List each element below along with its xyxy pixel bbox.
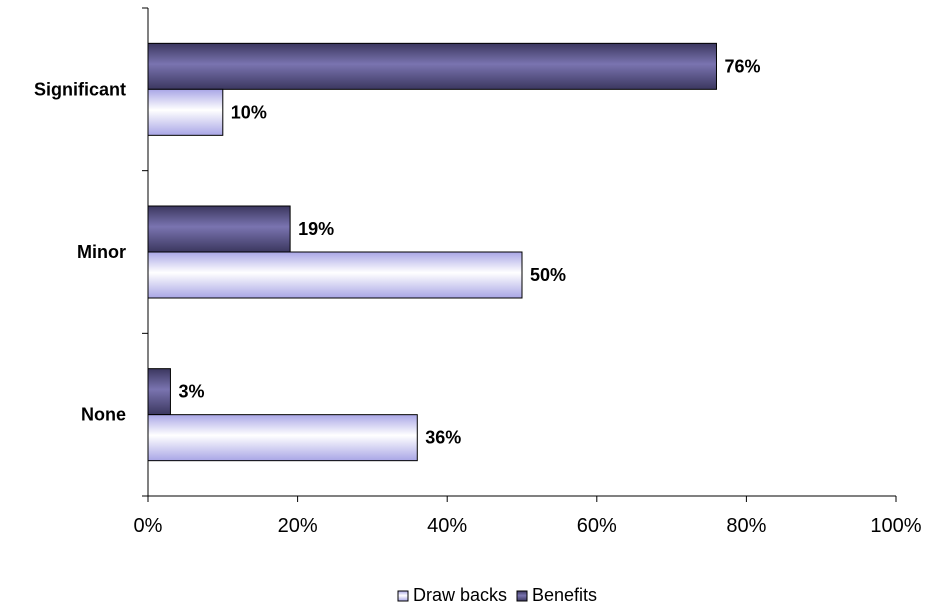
category-label: Minor [77, 242, 126, 262]
data-label: 76% [724, 56, 760, 76]
x-tick-label: 100% [870, 515, 921, 537]
bar-draw-backs [147, 414, 418, 462]
data-label: 36% [425, 428, 461, 448]
legend-swatch [397, 590, 409, 602]
legend-label: Draw backs [413, 585, 507, 605]
axes-group: 0% 20% 40% 60% 80% 100% [134, 7, 922, 537]
x-tick-label: 60% [577, 515, 617, 537]
bar-draw-backs [147, 251, 523, 299]
data-label: 10% [231, 102, 267, 122]
legend-label: Benefits [532, 585, 597, 605]
category-label: Significant [34, 79, 126, 99]
legend: Draw backs Benefits [397, 585, 597, 605]
bar-benefits [147, 368, 171, 416]
x-tick-label: 40% [427, 515, 467, 537]
x-tick-label: 0% [134, 515, 163, 537]
x-tick-label: 80% [726, 515, 766, 537]
legend-swatch [516, 590, 528, 602]
bar-benefits [147, 42, 717, 90]
data-label: 19% [298, 219, 334, 239]
bars-group [147, 42, 717, 462]
data-label: 3% [178, 382, 204, 402]
bar-draw-backs [147, 88, 224, 136]
labels-group: Significant 76% 10% Minor 19% 50% None 3% 36% [34, 56, 761, 447]
bar-benefits [147, 205, 291, 253]
data-label: 50% [530, 265, 566, 285]
category-label: None [81, 405, 126, 425]
x-tick-label: 20% [278, 515, 318, 537]
